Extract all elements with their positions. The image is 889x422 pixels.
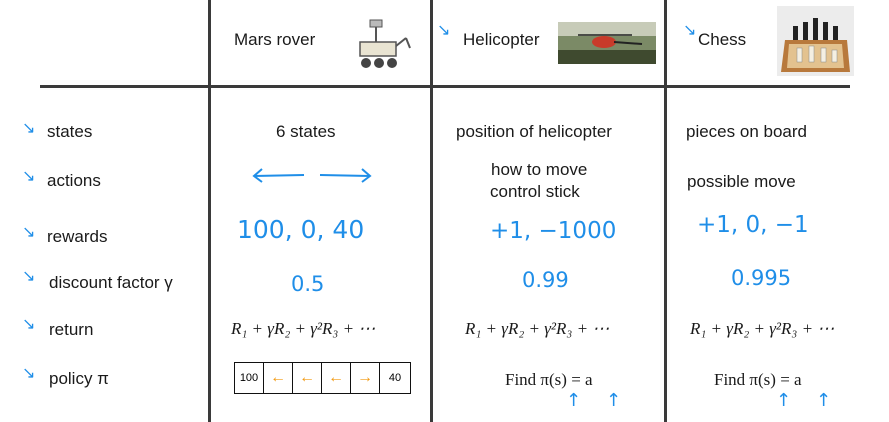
chess-states: pieces on board [686, 122, 807, 141]
row-label-actions: actions [47, 171, 101, 190]
left-right-arrows-icon [252, 168, 372, 183]
heli-rewards: +1, −1000 [490, 218, 617, 244]
chess-photo [777, 6, 854, 76]
chess-policy: Find π(s) = a [714, 370, 802, 389]
helicopter-photo [558, 22, 656, 64]
grid-cell-arrow-left: ← [293, 363, 322, 393]
header-divider [40, 85, 850, 88]
chess-rewards: +1, 0, −1 [697, 212, 809, 238]
heli-discount: 0.99 [522, 268, 569, 292]
chess-return: R₁ + γR₂ + γ²R₃ + ⋯ [690, 319, 835, 338]
up-arrow-icon: ↑ [816, 390, 832, 411]
annotation-check-icon: ↘ [22, 168, 36, 185]
mars-rover-title: Mars rover [234, 30, 316, 49]
grid-cell-arrow-left: ← [264, 363, 293, 393]
column-divider-1 [208, 0, 211, 422]
mars-discount: 0.5 [291, 272, 325, 296]
chess-title: Chess [698, 30, 747, 49]
annotation-check-icon: ↘ [22, 120, 36, 137]
heli-actions-line1: how to move [491, 160, 588, 179]
up-arrow-icon: ↑ [566, 390, 582, 411]
annotation-check-icon: ↘ [22, 316, 36, 333]
heli-return: R₁ + γR₂ + γ²R₃ + ⋯ [465, 319, 610, 338]
mars-rewards: 100, 0, 40 [237, 215, 365, 244]
column-divider-3 [664, 0, 667, 422]
annotation-check-icon: ↘ [22, 224, 36, 241]
mars-return: R₁ + γR₂ + γ²R₃ + ⋯ [231, 319, 376, 338]
heli-states: position of helicopter [456, 122, 612, 141]
annotation-check-icon: ↘ [683, 22, 697, 39]
heli-actions-line2: control stick [490, 182, 580, 201]
annotation-check-icon: ↘ [437, 22, 451, 39]
mars-states: 6 states [276, 122, 336, 141]
row-label-states: states [47, 122, 93, 141]
up-arrow-icon: ↑ [606, 390, 622, 411]
row-label-return: return [49, 320, 94, 339]
chess-discount: 0.995 [731, 266, 792, 290]
row-label-rewards: rewards [47, 227, 108, 246]
row-label-policy: policy π [49, 369, 109, 388]
grid-cell-reward-left: 100 [235, 363, 264, 393]
mars-rover-icon [359, 19, 411, 68]
mars-policy-grid: 100 ← ← ← → 40 [234, 362, 411, 394]
heli-policy: Find π(s) = a [505, 370, 593, 389]
grid-cell-arrow-right: → [351, 363, 380, 393]
chess-actions: possible move [687, 172, 796, 191]
grid-cell-arrow-left: ← [322, 363, 351, 393]
helicopter-title: Helicopter [463, 30, 540, 49]
grid-cell-reward-right: 40 [388, 372, 402, 384]
annotation-check-icon: ↘ [22, 365, 36, 382]
up-arrow-icon: ↑ [776, 390, 792, 411]
column-divider-2 [430, 0, 433, 422]
annotation-check-icon: ↘ [22, 268, 36, 285]
row-label-discount: discount factor γ [49, 273, 173, 292]
